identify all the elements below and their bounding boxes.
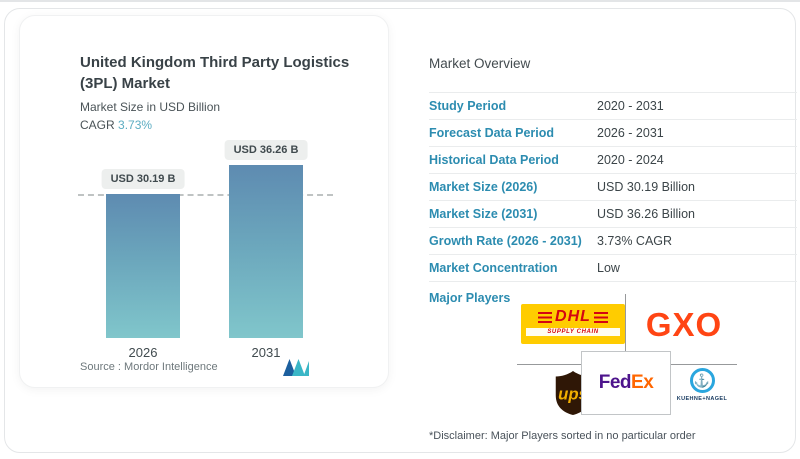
disclaimer-text: *Disclaimer: Major Players sorted in no … — [429, 430, 696, 442]
row-label: Forecast Data Period — [429, 126, 555, 140]
row-value: Low — [597, 261, 620, 275]
source-line: Source : Mordor Intelligence — [80, 361, 218, 373]
row-value: 2026 - 2031 — [597, 126, 664, 140]
major-players-label: Major Players — [429, 291, 511, 305]
fedex-logo-box: FedEx — [581, 351, 671, 415]
dhl-stripes-icon — [538, 311, 553, 323]
reference-line — [78, 194, 333, 196]
row-label: Growth Rate (2026 - 2031) — [429, 234, 582, 248]
table-row: Historical Data Period 2020 - 2024 — [429, 147, 797, 174]
bar-value-label: USD 36.26 B — [224, 140, 308, 160]
row-label: Market Concentration — [429, 261, 558, 275]
cagr-line: CAGR 3.73% — [80, 118, 360, 132]
row-label: Historical Data Period — [429, 153, 559, 167]
major-players-grid: DHL SUPPLY CHAIN GXO FedEx ups ⚓ KUEHNE+… — [515, 294, 739, 421]
row-label: Market Size (2026) — [429, 180, 538, 194]
bar-2031 — [229, 165, 303, 338]
outer-frame: United Kingdom Third Party Logistics (3P… — [4, 8, 797, 453]
svg-text:ups: ups — [558, 384, 588, 403]
table-row: Market Concentration Low — [429, 255, 797, 282]
overview-heading: Market Overview — [429, 56, 531, 71]
row-value: 3.73% CAGR — [597, 234, 673, 248]
fedex-ex-text: Ex — [631, 372, 654, 393]
source-label: Source : — [80, 361, 121, 373]
card-subtitle: Market Size in USD Billion — [80, 99, 221, 114]
cagr-label: CAGR — [80, 117, 115, 132]
row-value: USD 36.26 Billion — [597, 207, 695, 221]
table-row: Market Size (2031) USD 36.26 Billion — [429, 201, 797, 228]
kuehne-nagel-wordmark: KUEHNE+NAGEL — [676, 396, 728, 402]
table-row: Growth Rate (2026 - 2031) 3.73% CAGR — [429, 228, 797, 255]
fedex-fed-text: Fed — [598, 372, 632, 393]
anchor-icon: ⚓ — [693, 373, 711, 388]
kuehne-nagel-logo: ⚓ KUEHNE+NAGEL — [667, 368, 737, 402]
x-axis-label: 2031 — [251, 345, 281, 360]
table-row: Forecast Data Period 2026 - 2031 — [429, 120, 797, 147]
gxo-logo: GXO — [645, 306, 723, 343]
dhl-stripes-icon — [593, 311, 608, 323]
bar-chart: USD 30.19 B 2026 USD 36.26 B 2031 — [78, 140, 354, 360]
row-label: Market Size (2031) — [429, 207, 538, 221]
row-value: 2020 - 2024 — [597, 153, 664, 167]
dhl-wordmark: DHL — [555, 308, 591, 325]
bar-2026 — [106, 194, 180, 338]
overview-table: Study Period 2020 - 2031 Forecast Data P… — [429, 92, 797, 282]
bar-value-label: USD 30.19 B — [101, 169, 185, 189]
x-axis-label: 2026 — [128, 345, 158, 360]
card-header: United Kingdom Third Party Logistics (3P… — [80, 52, 360, 132]
table-row: Study Period 2020 - 2031 — [429, 93, 797, 120]
card-title: United Kingdom Third Party Logistics (3P… — [80, 54, 350, 93]
mordor-intelligence-logo-icon — [283, 359, 309, 376]
bar-group: USD 36.26 B 2031 — [224, 140, 308, 360]
bar-group: USD 30.19 B 2026 — [101, 169, 185, 360]
row-label: Study Period — [429, 99, 507, 113]
row-value: USD 30.19 Billion — [597, 180, 695, 194]
dhl-supply-chain-text: SUPPLY CHAIN — [526, 328, 620, 336]
grid-divider-vertical — [625, 294, 626, 351]
row-value: 2020 - 2031 — [597, 99, 664, 113]
source-value: Mordor Intelligence — [124, 361, 218, 373]
dhl-supply-chain-logo: DHL SUPPLY CHAIN — [521, 304, 625, 344]
cagr-value: 3.73% — [118, 117, 153, 132]
market-size-card: United Kingdom Third Party Logistics (3P… — [19, 15, 389, 388]
kuehne-nagel-circle-icon: ⚓ — [689, 368, 715, 393]
fedex-logo: FedEx — [599, 372, 654, 394]
table-row: Market Size (2026) USD 30.19 Billion — [429, 174, 797, 201]
